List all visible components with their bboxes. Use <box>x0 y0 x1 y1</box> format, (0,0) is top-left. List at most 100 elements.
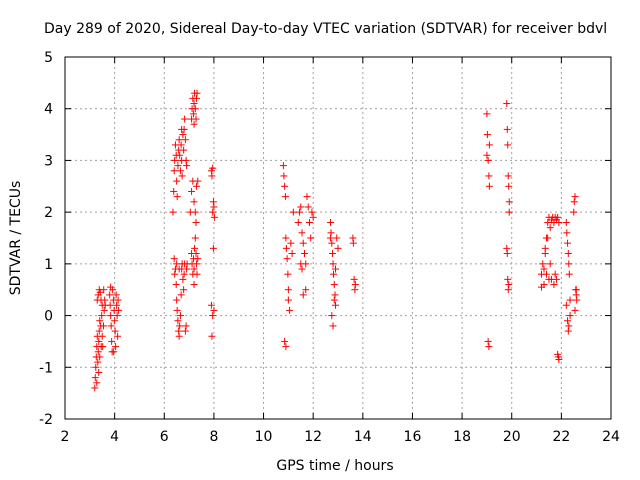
data-point <box>209 164 217 172</box>
grid <box>65 57 611 419</box>
data-point <box>96 317 104 325</box>
data-point <box>192 115 200 123</box>
data-point <box>194 177 202 185</box>
data-point <box>565 260 573 268</box>
data-point <box>111 327 119 335</box>
data-point <box>505 208 513 216</box>
plot-frame <box>64 56 612 420</box>
data-point <box>179 131 187 139</box>
data-point <box>484 156 492 164</box>
data-point <box>505 281 513 289</box>
data-point <box>190 120 198 128</box>
data-point <box>303 193 311 201</box>
data-point <box>188 187 196 195</box>
data-point <box>95 337 103 345</box>
y-tick-label: 1 <box>44 257 53 273</box>
data-point <box>111 317 119 325</box>
data-point <box>99 322 107 330</box>
data-point <box>505 182 513 190</box>
data-point <box>170 187 178 195</box>
data-point <box>485 141 493 149</box>
data-point <box>190 110 198 118</box>
data-point <box>332 265 340 273</box>
data-point <box>546 260 554 268</box>
data-point <box>284 296 292 304</box>
data-point <box>305 218 313 226</box>
x-axis-label: GPS time / hours <box>276 458 393 474</box>
y-tick-label: 4 <box>44 102 53 118</box>
data-point <box>171 156 179 164</box>
data-point <box>331 291 339 299</box>
data-point <box>93 379 101 387</box>
data-point <box>299 239 307 247</box>
data-point <box>554 213 562 221</box>
data-point <box>181 115 189 123</box>
data-point <box>107 283 115 291</box>
data-point <box>564 317 572 325</box>
data-point <box>503 125 511 133</box>
data-point <box>284 270 292 278</box>
data-point <box>191 105 199 113</box>
data-point <box>182 322 190 330</box>
x-tick-label: 22 <box>552 429 570 445</box>
data-point <box>108 337 116 345</box>
data-point <box>210 306 218 314</box>
data-point <box>565 322 573 330</box>
data-point <box>555 218 563 226</box>
data-point <box>332 301 340 309</box>
data-point <box>175 332 183 340</box>
data-point <box>193 260 201 268</box>
data-point <box>483 110 491 118</box>
data-point <box>180 146 188 154</box>
data-point <box>173 193 181 201</box>
data-point <box>283 255 291 263</box>
data-point <box>566 312 574 320</box>
data-point <box>170 255 178 263</box>
data-point <box>176 312 184 320</box>
data-point <box>190 100 198 108</box>
data-point <box>503 100 511 108</box>
data-point <box>95 368 103 376</box>
data-point <box>190 198 198 206</box>
data-point <box>504 275 512 283</box>
y-tick-label: 0 <box>44 309 53 325</box>
data-point <box>300 250 308 258</box>
data-point <box>110 348 118 356</box>
data-point <box>485 172 493 180</box>
data-point <box>562 301 570 309</box>
x-tick-label: 2 <box>61 429 70 445</box>
data-point <box>183 162 191 170</box>
data-point <box>328 312 336 320</box>
data-point <box>349 239 357 247</box>
data-point <box>173 260 181 268</box>
data-point <box>92 363 100 371</box>
data-point <box>327 218 335 226</box>
data-point <box>193 182 201 190</box>
data-point <box>330 281 338 289</box>
data-point <box>180 286 188 294</box>
data-point <box>302 286 310 294</box>
data-point <box>193 270 201 278</box>
data-point <box>329 260 337 268</box>
data-point <box>91 374 99 382</box>
x-tick-label: 18 <box>453 429 471 445</box>
y-tick-label: -1 <box>39 360 53 376</box>
data-point <box>309 213 317 221</box>
data-point <box>210 213 218 221</box>
data-point <box>113 312 121 320</box>
data-point <box>180 270 188 278</box>
data-point <box>329 250 337 258</box>
data-point <box>550 281 558 289</box>
x-tick-label: 6 <box>160 429 169 445</box>
data-point <box>572 286 580 294</box>
data-point <box>546 224 554 232</box>
y-tick-label: -2 <box>39 412 53 428</box>
data-point <box>503 250 511 258</box>
data-point <box>280 172 288 180</box>
data-point <box>170 167 178 175</box>
data-point <box>308 208 316 216</box>
data-point <box>113 301 121 309</box>
data-point <box>191 234 199 242</box>
